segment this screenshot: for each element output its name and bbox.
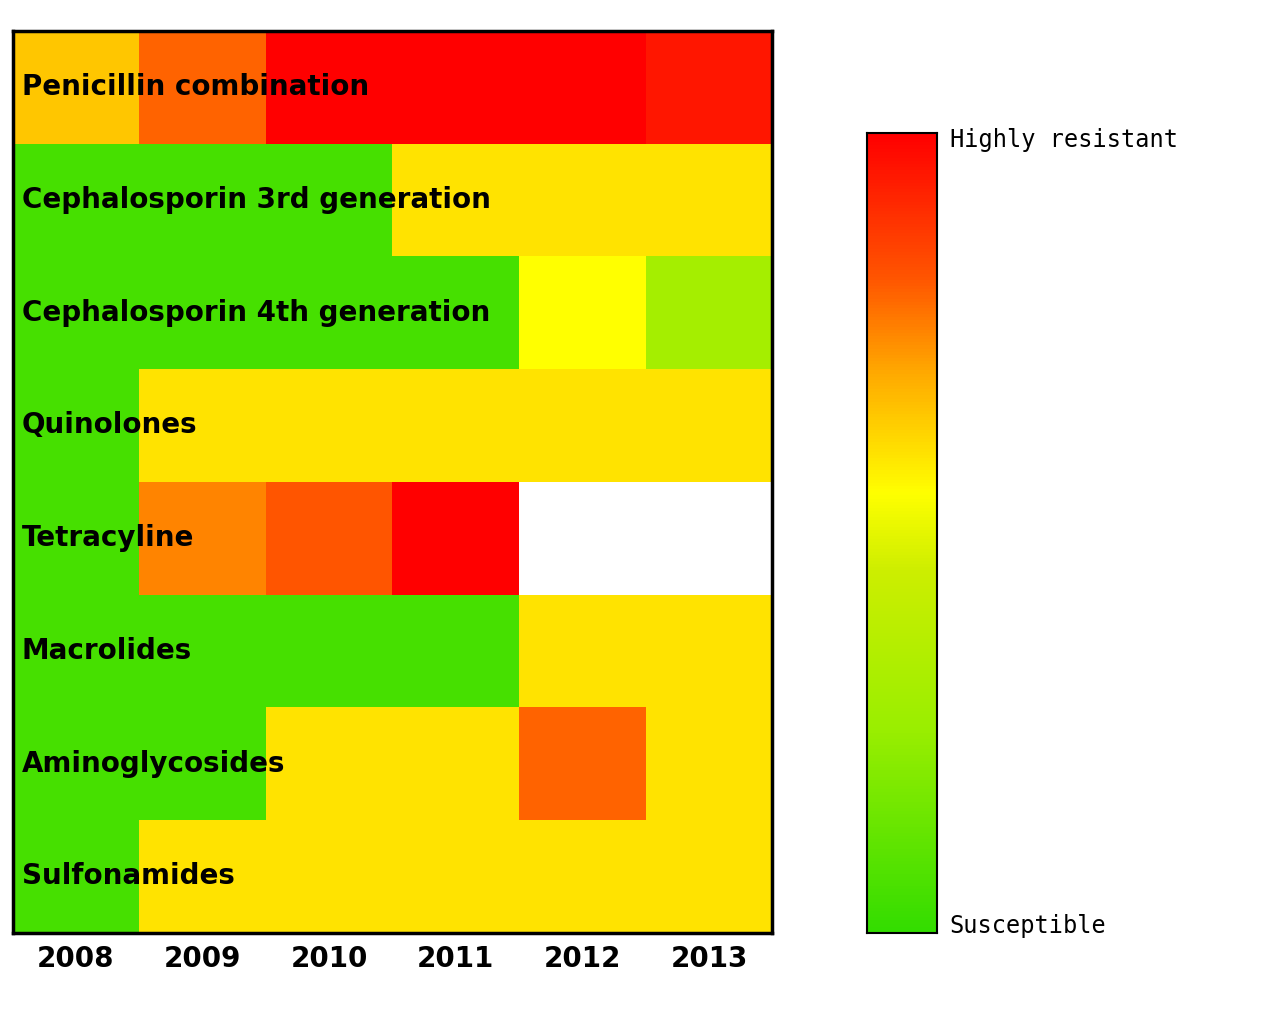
Bar bbox=[266, 369, 392, 482]
Bar bbox=[519, 594, 646, 707]
Bar bbox=[519, 820, 646, 933]
Bar bbox=[646, 369, 772, 482]
Text: Tetracyline: Tetracyline bbox=[22, 524, 194, 552]
Bar bbox=[646, 144, 772, 256]
Bar bbox=[392, 369, 519, 482]
Text: Sulfonamides: Sulfonamides bbox=[22, 862, 234, 891]
Bar bbox=[519, 482, 646, 594]
Bar bbox=[646, 594, 772, 707]
Bar bbox=[13, 369, 139, 482]
Bar bbox=[266, 482, 392, 594]
Bar bbox=[139, 707, 266, 820]
Bar bbox=[139, 256, 266, 369]
Text: Macrolides: Macrolides bbox=[22, 637, 192, 665]
Bar bbox=[392, 594, 519, 707]
Bar bbox=[139, 482, 266, 594]
Bar bbox=[646, 820, 772, 933]
Bar bbox=[646, 707, 772, 820]
Bar bbox=[13, 144, 139, 256]
Bar bbox=[13, 256, 139, 369]
Bar bbox=[392, 707, 519, 820]
Bar bbox=[139, 820, 266, 933]
Bar bbox=[519, 144, 646, 256]
Bar bbox=[13, 482, 139, 594]
Text: Cephalosporin 4th generation: Cephalosporin 4th generation bbox=[22, 298, 490, 327]
Bar bbox=[266, 707, 392, 820]
Bar bbox=[646, 31, 772, 144]
Bar bbox=[392, 256, 519, 369]
Bar bbox=[519, 369, 646, 482]
Bar bbox=[392, 144, 519, 256]
Bar bbox=[13, 31, 139, 144]
Bar bbox=[266, 594, 392, 707]
Bar bbox=[13, 707, 139, 820]
Bar bbox=[519, 31, 646, 144]
Text: Quinolones: Quinolones bbox=[22, 411, 197, 440]
Text: Highly resistant: Highly resistant bbox=[950, 128, 1177, 152]
Bar bbox=[139, 594, 266, 707]
Text: Aminoglycosides: Aminoglycosides bbox=[22, 749, 285, 778]
Text: Penicillin combination: Penicillin combination bbox=[22, 73, 368, 101]
Text: Cephalosporin 3rd generation: Cephalosporin 3rd generation bbox=[22, 186, 491, 214]
Text: Susceptible: Susceptible bbox=[950, 914, 1106, 938]
Bar bbox=[139, 144, 266, 256]
Bar bbox=[139, 31, 266, 144]
Bar bbox=[266, 31, 392, 144]
Bar bbox=[266, 256, 392, 369]
Bar bbox=[519, 707, 646, 820]
Bar bbox=[392, 820, 519, 933]
Bar bbox=[266, 820, 392, 933]
Bar bbox=[392, 31, 519, 144]
Bar bbox=[139, 369, 266, 482]
Bar bbox=[13, 820, 139, 933]
Bar bbox=[13, 594, 139, 707]
Bar bbox=[646, 482, 772, 594]
Bar bbox=[266, 144, 392, 256]
Bar bbox=[646, 256, 772, 369]
Bar bbox=[519, 256, 646, 369]
Bar bbox=[392, 482, 519, 594]
